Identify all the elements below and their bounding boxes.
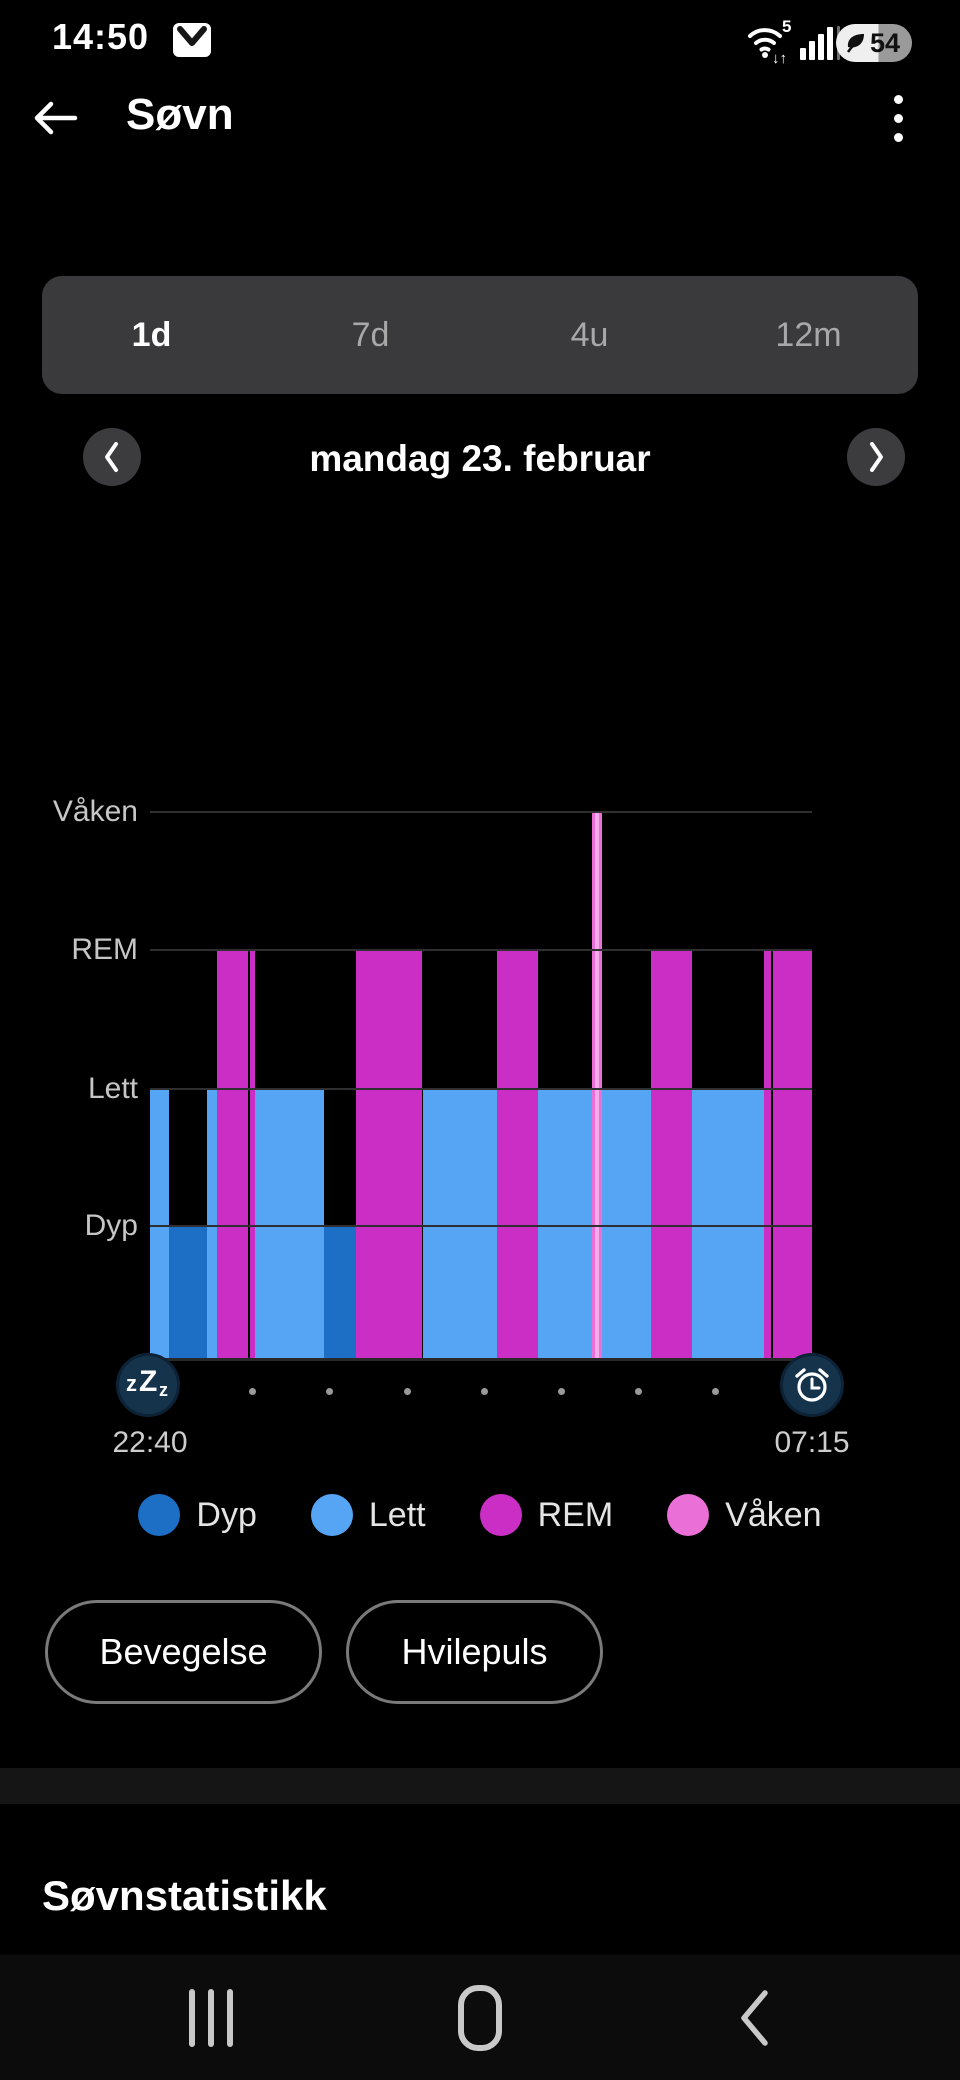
kebab-menu-icon [893, 94, 903, 104]
legend-dot-lett [310, 1494, 353, 1536]
wake-alarm-badge [780, 1353, 844, 1417]
chevron-right-icon [870, 442, 883, 472]
legend-item-vaken: Våken [667, 1494, 822, 1536]
recents-button[interactable] [151, 1955, 271, 2080]
sleep-legend: Dyp Lett REM Våken [0, 1494, 960, 1536]
sleep-segment-rem [355, 950, 423, 1358]
legend-item-lett: Lett [310, 1494, 426, 1536]
menu-button[interactable] [876, 92, 920, 144]
alarm-clock-icon [795, 1368, 829, 1402]
recents-icon [189, 1988, 233, 2047]
legend-dot-rem [479, 1494, 522, 1536]
legend-label: Lett [368, 1495, 426, 1534]
status-time: 14:50 [52, 16, 150, 57]
hour-dot [249, 1388, 257, 1395]
battery-indicator: 54 [836, 24, 912, 62]
legend-dot-dyp [138, 1494, 181, 1536]
sleep-segment-lett [692, 1089, 765, 1358]
wifi-arrows: ↓↑ [772, 50, 787, 64]
chevron-left-icon [105, 442, 118, 472]
resting-hr-button[interactable]: Hvilepuls [346, 1600, 603, 1704]
back-arrow-icon [34, 101, 78, 135]
sleep-segment-lett [538, 1089, 593, 1358]
hour-dot [634, 1388, 642, 1395]
battery-level: 54 [870, 27, 901, 58]
y-axis-label-dyp: Dyp [84, 1209, 138, 1242]
prev-day-button[interactable] [83, 428, 141, 486]
sleep-segment-rem [497, 950, 539, 1358]
sleep-segment-lett [422, 1089, 498, 1358]
sleep-segment-rem [764, 950, 771, 1358]
end-time-label: 07:15 [774, 1426, 850, 1459]
sleep-segment-rem [651, 950, 693, 1358]
range-tabs: 1d 7d 4u 12m [42, 276, 918, 394]
sleep-segment-lett [150, 1089, 170, 1358]
sleep-segment-dyp [323, 1226, 356, 1358]
hour-dot [712, 1388, 720, 1395]
chart-plot[interactable] [150, 812, 812, 1358]
mail-icon [172, 22, 212, 63]
next-day-button[interactable] [847, 428, 905, 486]
gridline-vaken [150, 811, 812, 813]
y-axis-label-rem: REM [71, 933, 138, 966]
hour-dot [480, 1388, 488, 1395]
home-icon [458, 1984, 502, 2051]
section-title: Søvnstatistikk [42, 1872, 327, 1919]
legend-label: REM [537, 1495, 614, 1534]
sleep-segment-dyp [169, 1226, 207, 1358]
gridline-dyp [150, 1225, 812, 1227]
home-button[interactable] [420, 1955, 540, 2080]
back-chevron-icon [741, 1989, 768, 2046]
tab-1d[interactable]: 1d [131, 315, 172, 354]
system-nav-bar [0, 1955, 960, 2080]
tab-7d[interactable]: 7d [351, 315, 390, 354]
legend-label: Våken [725, 1495, 822, 1534]
x-axis-line [150, 1358, 812, 1361]
legend-item-rem: REM [479, 1494, 614, 1536]
legend-label: Dyp [196, 1495, 257, 1534]
sleep-segment-rem [773, 950, 812, 1358]
start-time-label: 22:40 [112, 1426, 188, 1459]
section-divider [0, 1768, 960, 1804]
wifi-icon: 5 ↓↑ [744, 17, 796, 69]
sleep-segment-lett [602, 1089, 652, 1358]
hour-dot [557, 1388, 565, 1395]
y-axis-label-vaken: Våken [52, 795, 138, 828]
gridline-lett [150, 1088, 812, 1090]
sleep-segment-lett [255, 1089, 324, 1358]
back-button[interactable] [26, 92, 82, 144]
sleep-segment-vaken [592, 812, 603, 1358]
gridline-rem [150, 949, 812, 951]
legend-item-dyp: Dyp [138, 1494, 257, 1536]
legend-dot-vaken [667, 1494, 710, 1536]
movement-button[interactable]: Bevegelse [45, 1600, 322, 1704]
wifi-badge: 5 [782, 18, 791, 36]
sleep-segment-rem [250, 950, 256, 1358]
page-title: Søvn [126, 90, 234, 139]
tab-4u[interactable]: 4u [570, 315, 609, 354]
battery-leaf-icon [846, 34, 864, 53]
back-nav-button[interactable] [694, 1955, 814, 2080]
hour-dot [403, 1388, 411, 1395]
sleep-segment-rem [216, 950, 248, 1358]
sleep-segment-lett [206, 1089, 217, 1358]
hour-dot [326, 1388, 334, 1395]
y-axis-label-lett: Lett [87, 1072, 138, 1105]
tab-12m[interactable]: 12m [775, 315, 842, 354]
date-label: mandag 23. februar [309, 438, 651, 479]
signal-icon [800, 24, 840, 60]
